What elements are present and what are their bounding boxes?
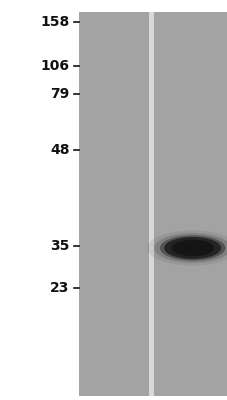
Ellipse shape	[179, 243, 205, 253]
Ellipse shape	[170, 240, 213, 256]
Bar	[78, 12, 227, 396]
Text: 79: 79	[50, 87, 69, 101]
Text: 158: 158	[40, 15, 69, 29]
Text: 23: 23	[50, 281, 69, 295]
Ellipse shape	[146, 230, 227, 266]
Text: 35: 35	[50, 239, 69, 253]
Ellipse shape	[163, 237, 220, 259]
Text: 106: 106	[40, 59, 69, 73]
Bar	[149, 12, 153, 396]
Text: 48: 48	[50, 143, 69, 157]
Ellipse shape	[153, 233, 227, 263]
Ellipse shape	[159, 235, 225, 261]
